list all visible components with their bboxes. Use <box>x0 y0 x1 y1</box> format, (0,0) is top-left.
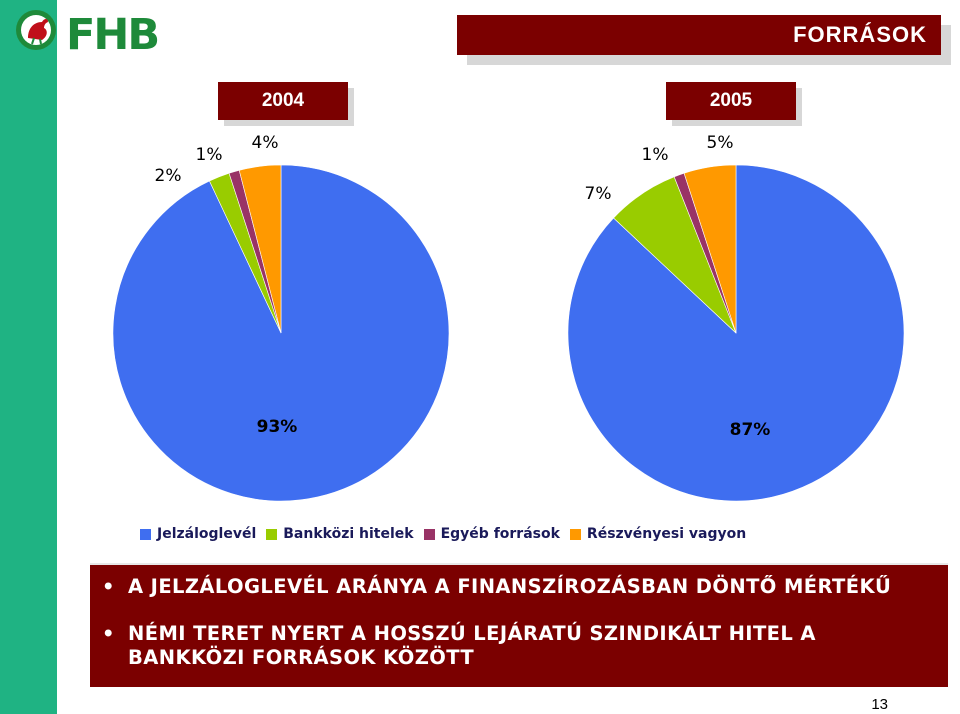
pie-slice-1-0 <box>567 164 905 502</box>
data-label-0-2: 1% <box>196 145 223 165</box>
chart-legend: Jelzáloglevél Bankközi hitelek Egyéb forrá… <box>140 524 756 544</box>
chart-title-2005: 2005 <box>666 82 796 120</box>
side-accent-bar <box>0 0 57 714</box>
data-label-1-3: 5% <box>707 133 734 153</box>
pie-slice-0-3 <box>238 164 282 334</box>
legend-item-1: Bankközi hitelek <box>266 526 414 542</box>
legend-item-2: Egyéb források <box>423 526 560 542</box>
bullet-text-1: A JELZÁLOGLEVÉL ARÁNYA A FINANSZÍROZÁSBA… <box>128 575 892 598</box>
legend-item-3: Részvényesi vagyon <box>569 526 747 542</box>
bullet-item-2: • NÉMI TERET NYERT A HOSSZÚ LEJÁRATÚ SZI… <box>102 622 918 670</box>
data-label-1-1: 7% <box>585 184 612 204</box>
legend-swatch-2 <box>423 528 435 540</box>
legend-swatch-1 <box>266 528 278 540</box>
legend-label-1: Bankközi hitelek <box>283 526 414 542</box>
data-label-1-2: 1% <box>642 145 669 165</box>
chart-title-2004: 2004 <box>218 82 348 120</box>
bullet-item-1: • A JELZÁLOGLEVÉL ARÁNYA A FINANSZÍROZÁS… <box>102 575 918 599</box>
legend-swatch-3 <box>569 528 581 540</box>
rooster-logo-icon <box>16 10 56 50</box>
legend-swatch-0 <box>140 528 151 540</box>
legend-item-0: Jelzáloglevél <box>140 526 256 542</box>
legend-label-3: Részvényesi vagyon <box>586 526 747 542</box>
data-label-0-1: 2% <box>155 166 182 186</box>
company-logo: FHB <box>14 4 174 60</box>
pie-slice-1-3 <box>683 164 737 334</box>
legend-label-2: Egyéb források <box>440 526 560 542</box>
slide-title: FORRÁSOK <box>793 22 927 47</box>
data-label-1-0: 87% <box>730 420 771 440</box>
page-number: 13 <box>871 696 888 713</box>
slide-title-box: FORRÁSOK <box>457 15 941 55</box>
legend-label-0: Jelzáloglevél <box>157 526 257 542</box>
summary-box: • A JELZÁLOGLEVÉL ARÁNYA A FINANSZÍROZÁS… <box>90 563 948 687</box>
data-label-0-0: 93% <box>257 417 298 437</box>
logo-wordmark: FHB <box>66 10 160 60</box>
bullet-dot-icon: • <box>102 622 115 645</box>
bullet-text-2: NÉMI TERET NYERT A HOSSZÚ LEJÁRATÚ SZIND… <box>128 622 816 669</box>
data-label-0-3: 4% <box>252 133 279 153</box>
bullet-dot-icon: • <box>102 575 115 598</box>
